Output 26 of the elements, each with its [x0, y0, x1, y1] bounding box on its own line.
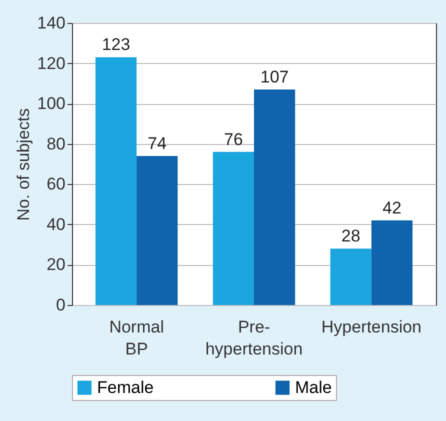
bar	[136, 156, 178, 305]
bar	[330, 248, 372, 305]
y-tick-label: 120	[37, 54, 66, 73]
y-tick-label: 60	[46, 174, 66, 194]
legend-label: Female	[97, 378, 154, 397]
x-tick-label: Normal BP	[109, 318, 164, 358]
data-label: 42	[382, 198, 402, 218]
y-tick-label: 100	[37, 94, 66, 114]
x-tick-label: Hypertension	[321, 318, 422, 336]
y-tick-label: 20	[46, 255, 66, 274]
bar	[254, 89, 296, 305]
data-label: 107	[260, 67, 289, 86]
y-axis-title: No. of subjects	[14, 108, 34, 221]
y-tick-label: 0	[56, 296, 66, 314]
data-label: 76	[224, 130, 243, 149]
data-label: 123	[102, 35, 130, 54]
data-label: 74	[148, 134, 167, 153]
y-tick-label: 140	[37, 14, 66, 32]
data-label: 28	[341, 226, 360, 246]
legend-label: Male	[295, 378, 332, 397]
bar	[95, 57, 137, 305]
bar	[212, 152, 254, 305]
y-tick-label: 80	[46, 134, 66, 154]
bar	[371, 220, 413, 305]
y-tick-label: 40	[46, 214, 66, 234]
x-tick-label: Pre-hypertension	[205, 318, 303, 358]
